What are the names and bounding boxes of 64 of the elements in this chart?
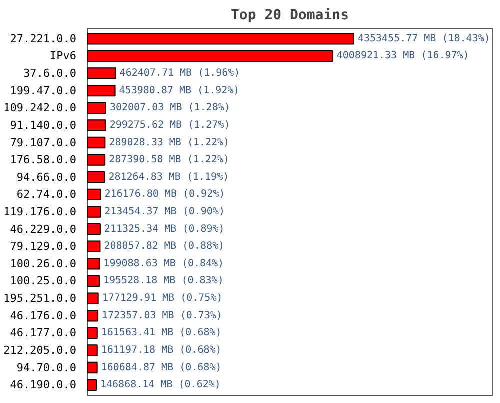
y-tick-label: 46.176.0.0 — [10, 309, 77, 322]
bar — [88, 33, 354, 45]
bar — [88, 240, 101, 252]
y-tick-label: 94.66.0.0 — [16, 170, 77, 184]
bar — [88, 206, 102, 218]
bar — [88, 172, 106, 184]
bar — [88, 310, 99, 322]
y-tick-label: 176.58.0.0 — [10, 154, 77, 167]
y-tick-label: 46.229.0.0 — [10, 222, 77, 236]
data-label: 195528.18 MB (0.83%) — [103, 276, 224, 287]
y-tick-label: 100.26.0.0 — [10, 257, 77, 270]
data-label: 287390.58 MB (1.22%) — [109, 154, 230, 166]
bar — [88, 136, 106, 149]
y-tick-label: 94.70.0.0 — [16, 361, 77, 374]
y-tick-label: 79.129.0.0 — [10, 240, 77, 254]
data-label: 289028.33 MB (1.22%) — [109, 137, 230, 148]
data-label: 281264.83 MB (1.19%) — [108, 172, 230, 183]
data-label: 161197.18 MB (0.68%) — [101, 344, 222, 356]
bar — [88, 292, 99, 304]
data-label: 161563.41 MB (0.68%) — [101, 328, 222, 339]
bar — [88, 379, 97, 391]
data-label: 146868.14 MB (0.62%) — [100, 380, 221, 391]
data-label: 177129.91 MB (0.75%) — [102, 293, 223, 304]
data-label: 211325.34 MB (0.89%) — [104, 224, 225, 235]
data-label: 453980.87 MB (1.92%) — [119, 85, 240, 96]
y-tick-label: 100.25.0.0 — [10, 274, 77, 288]
y-tick-label: IPv6 — [50, 50, 77, 63]
y-tick-label: 37.6.0.0 — [24, 67, 77, 80]
bar — [88, 68, 116, 80]
y-tick-label: 46.177.0.0 — [10, 326, 77, 340]
data-label: 302007.03 MB (1.28%) — [110, 102, 230, 114]
y-tick-label: 79.107.0.0 — [10, 136, 77, 150]
data-label: 299275.62 MB (1.27%) — [110, 120, 230, 131]
y-tick-label: 62.74.0.0 — [16, 188, 77, 202]
bar — [88, 84, 116, 97]
bar — [88, 258, 100, 270]
bar — [88, 102, 106, 114]
bar — [88, 344, 98, 356]
y-tick-label: 109.242.0.0 — [4, 102, 77, 115]
bar — [88, 223, 101, 236]
data-label: 208057.82 MB (0.88%) — [104, 241, 225, 252]
data-label: 213454.37 MB (0.90%) — [104, 206, 225, 218]
chart-title: Top 20 Domains — [231, 8, 350, 24]
y-tick-label: 46.190.0.0 — [10, 378, 77, 392]
y-tick-label: 199.47.0.0 — [10, 84, 77, 98]
data-label: 4008921.33 MB (16.97%) — [336, 50, 470, 62]
data-label: 199088.63 MB (0.84%) — [104, 258, 224, 270]
y-tick-label: 212.205.0.0 — [4, 344, 77, 357]
data-label: 4353455.77 MB (18.43%) — [358, 33, 490, 44]
bar — [88, 327, 98, 340]
y-tick-label: 195.251.0.0 — [4, 292, 77, 306]
bar — [88, 50, 334, 62]
data-label: 172357.03 MB (0.73%) — [102, 310, 222, 322]
bar — [88, 120, 106, 132]
y-tick-label: 119.176.0.0 — [4, 206, 77, 218]
y-tick-label: 91.140.0.0 — [10, 118, 77, 132]
bar — [88, 188, 102, 201]
data-label: 216176.80 MB (0.92%) — [104, 189, 226, 200]
data-label: 160684.87 MB (0.68%) — [101, 362, 222, 374]
data-label: 462407.71 MB (1.96%) — [120, 68, 240, 80]
bar — [88, 275, 100, 288]
y-tick-label: 27.221.0.0 — [10, 32, 77, 46]
bar — [88, 362, 98, 374]
bar — [88, 154, 106, 166]
